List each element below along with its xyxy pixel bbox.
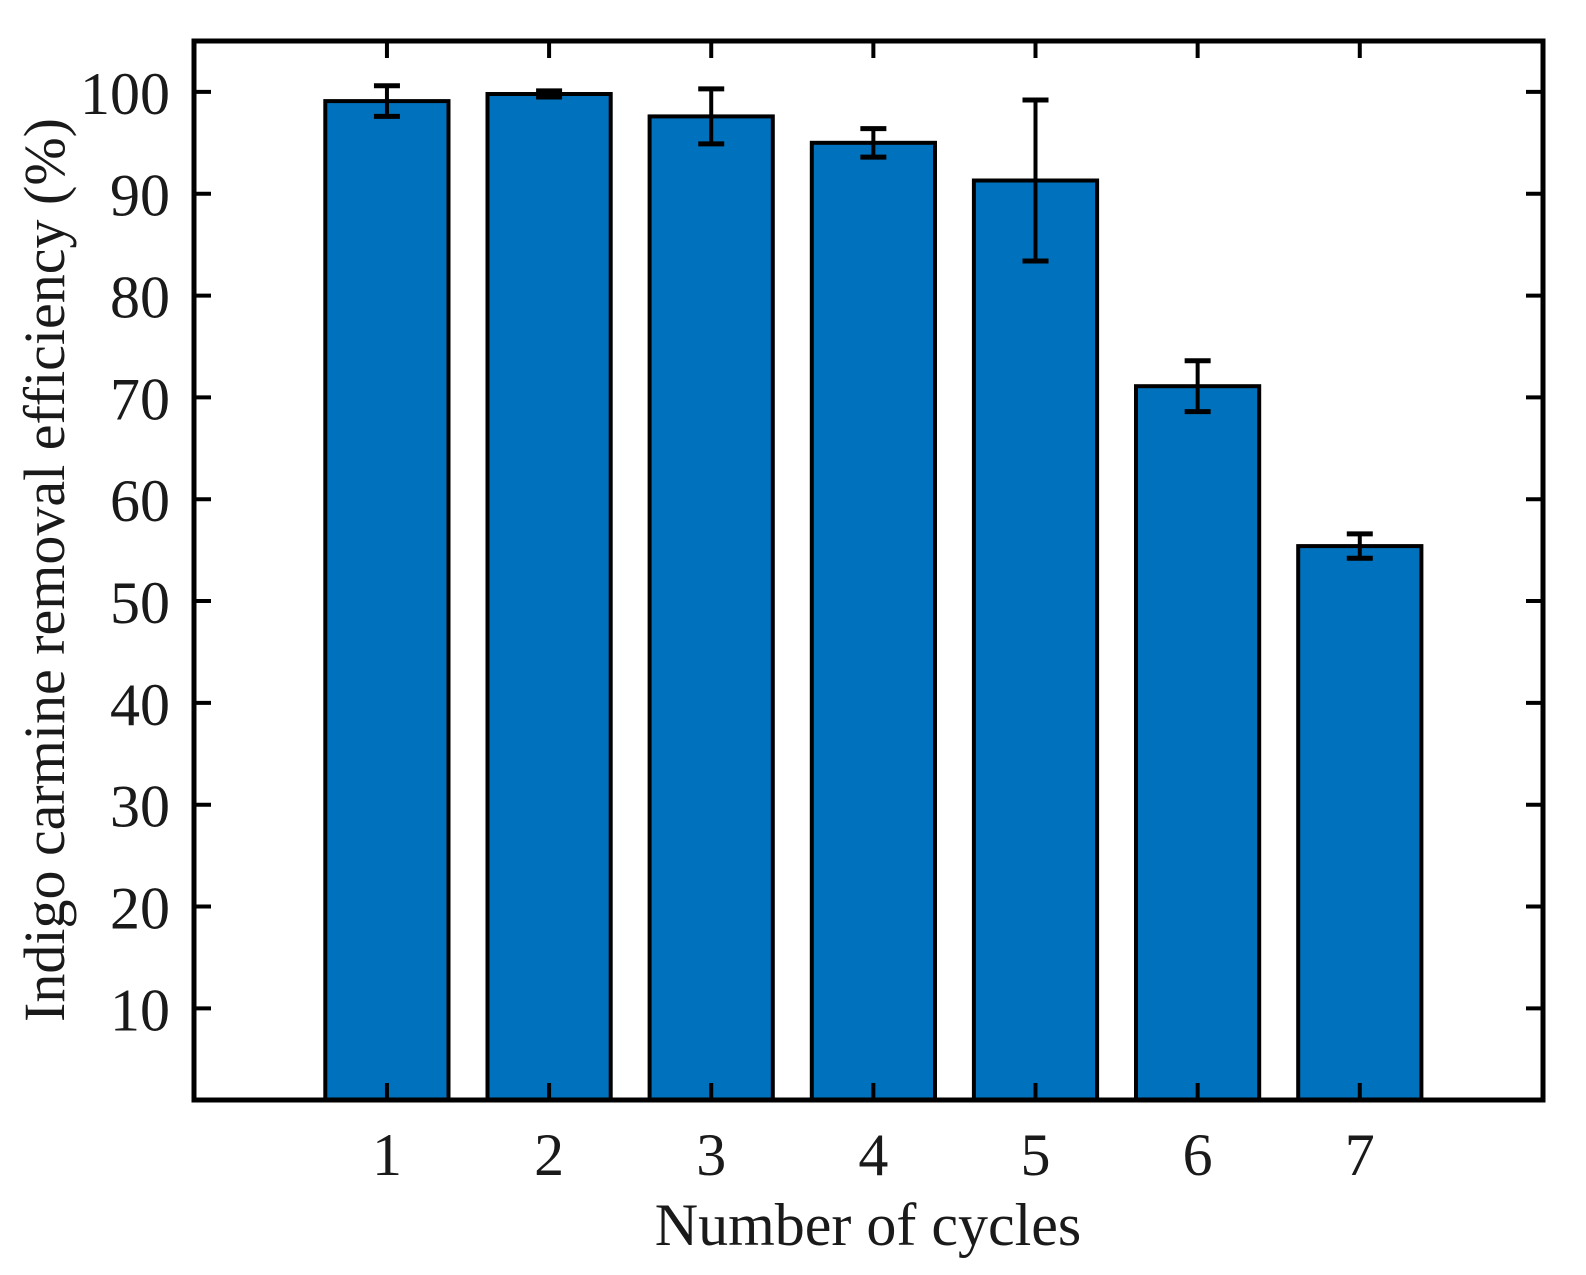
x-tick-label: 3 xyxy=(696,1122,726,1188)
y-axis-label: Indigo carmine removal efficiency (%) xyxy=(12,118,77,1022)
y-tick-label: 20 xyxy=(110,876,170,942)
bar xyxy=(971,178,1100,1102)
x-tick-label: 6 xyxy=(1183,1122,1213,1188)
bar xyxy=(647,114,775,1102)
y-tick-label: 100 xyxy=(80,61,170,127)
y-tick-label: 30 xyxy=(110,774,170,840)
bar xyxy=(1134,384,1262,1102)
y-tick-label: 40 xyxy=(110,672,170,738)
y-tick-label: 90 xyxy=(110,163,170,229)
x-tick-label: 7 xyxy=(1345,1122,1375,1188)
x-tick-label: 1 xyxy=(372,1122,402,1188)
y-tick-label: 80 xyxy=(110,265,170,331)
x-tick-label: 5 xyxy=(1021,1122,1051,1188)
bar xyxy=(1296,544,1424,1102)
x-axis-label: Number of cycles xyxy=(655,1192,1082,1258)
y-tick-label: 50 xyxy=(110,570,170,636)
y-tick-label: 10 xyxy=(110,977,170,1043)
y-tick-label: 60 xyxy=(110,468,170,534)
y-tick-label: 70 xyxy=(110,366,170,432)
x-tick-label: 4 xyxy=(858,1122,888,1188)
bar xyxy=(323,99,451,1103)
x-tick-label: 2 xyxy=(534,1122,564,1188)
bar xyxy=(809,140,937,1103)
bar xyxy=(485,92,613,1102)
chart-plot-area: 10 20 30 40 50 60 70 80 90 100 1 2 3 4 5 6 7 xyxy=(80,38,1546,1188)
plot-frame xyxy=(191,38,1546,1103)
